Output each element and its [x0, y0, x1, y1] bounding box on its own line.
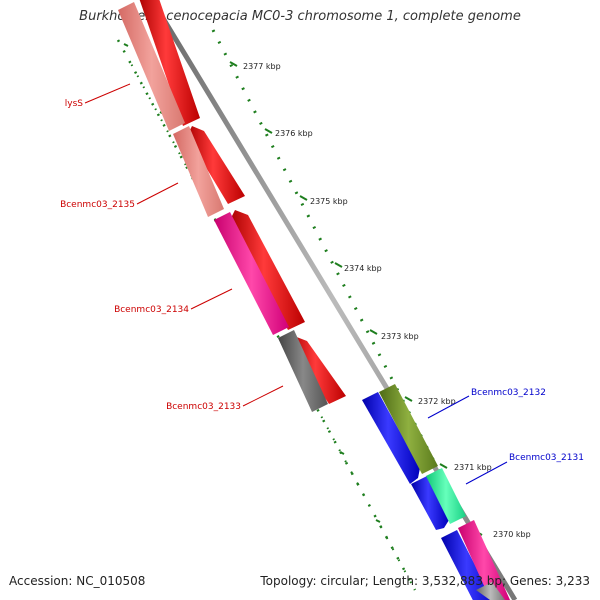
cog-block-bcenmc03-2131 — [426, 468, 466, 524]
gene-label-bcenmc03-2131: Bcenmc03_2131 — [509, 453, 584, 463]
gene-label-connector — [84, 83, 131, 104]
cog-block-lysS — [118, 2, 185, 131]
cog-block-next — [458, 520, 510, 600]
scale-tick-label: 2370 kbp — [493, 530, 531, 539]
scale-tick — [404, 396, 413, 402]
cog-block-bcenmc03-2133 — [278, 330, 328, 412]
scale-tick-label: 2371 kbp — [454, 463, 492, 472]
cog-block-bcenmc03-2132 — [379, 384, 438, 474]
scale-tick-minor — [339, 451, 345, 455]
scale-tick-label: 2372 kbp — [418, 397, 456, 406]
scale-tick-label: 2376 kbp — [275, 129, 313, 138]
cog-block-bcenmc03-2134 — [214, 212, 289, 335]
scale-tick — [299, 195, 308, 201]
scale-tick — [264, 128, 273, 134]
scale-tick-label: 2373 kbp — [381, 332, 419, 341]
scale-tick — [334, 262, 343, 268]
scale-tick — [229, 61, 238, 67]
gene-label-connector — [190, 288, 233, 310]
map-title: Burkholderia cenocepacia MC0-3 chromosom… — [79, 9, 521, 24]
gene-label-connector — [242, 385, 284, 407]
gene-arrow-lysS[interactable] — [138, 0, 200, 126]
gene-arrow-bcenmc03-2134[interactable] — [230, 210, 305, 330]
genome-stats-text: Topology: circular; Length: 3,532,883 bp… — [260, 574, 590, 588]
gene-label-bcenmc03-2132: Bcenmc03_2132 — [471, 388, 546, 398]
cog-block-bcenmc03-2135 — [173, 126, 224, 217]
gene-arrow-bcenmc03-2132[interactable] — [362, 392, 420, 484]
gene-arrow-bcenmc03-2135[interactable] — [187, 126, 245, 204]
dotted-ring-outer — [211, 29, 502, 591]
gene-label-connector — [465, 461, 508, 485]
scale-tick-label: 2377 kbp — [243, 62, 281, 71]
gene-arrow-next[interactable] — [441, 530, 498, 600]
scale-tick — [369, 329, 378, 335]
gene-label-connector — [136, 182, 179, 205]
gene-label-bcenmc03-2133: Bcenmc03_2133 — [166, 402, 241, 412]
scale-tick-minor — [375, 519, 381, 523]
scale-tick — [439, 463, 448, 469]
scale-tick-label: 2375 kbp — [310, 197, 348, 206]
gene-label-connector — [427, 395, 470, 419]
accession-text: Accession: NC_010508 — [9, 574, 146, 588]
gene-label-lysS: lysS — [65, 99, 84, 109]
gene-arrow-bcenmc03-2131[interactable] — [411, 476, 449, 530]
gene-label-bcenmc03-2134: Bcenmc03_2134 — [114, 305, 189, 315]
scale-tick-minor — [123, 43, 129, 47]
inner-backbone — [476, 582, 505, 600]
gene-label-bcenmc03-2135: Bcenmc03_2135 — [60, 200, 135, 210]
scale-tick-label: 2374 kbp — [344, 264, 382, 273]
